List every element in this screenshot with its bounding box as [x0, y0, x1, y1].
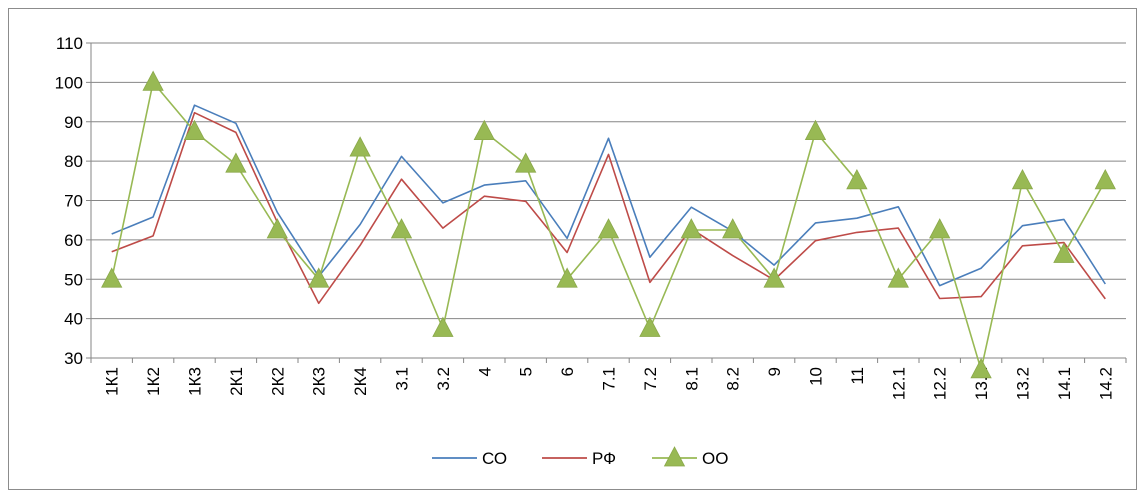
data-point-triangle: [183, 119, 206, 140]
data-point-triangle: [804, 119, 827, 140]
data-point-triangle: [1053, 242, 1075, 263]
y-tick-label: 80: [64, 152, 83, 171]
data-point-triangle: [846, 168, 868, 190]
data-point-triangle: [722, 218, 744, 239]
x-tick-label: 7.1: [600, 367, 619, 391]
data-point-triangle: [680, 218, 702, 239]
x-tick-label: 5: [517, 367, 536, 376]
x-tick-label: 1К3: [186, 367, 205, 396]
data-point-triangle: [142, 70, 164, 91]
x-tick-label: 14.2: [1096, 367, 1115, 400]
data-point-triangle: [639, 316, 661, 337]
data-point-triangle: [887, 267, 909, 288]
x-tick-label: 10: [807, 367, 826, 386]
gridlines: [91, 42, 1126, 359]
data-point-triangle: [763, 267, 785, 288]
legend-label-3: ОО: [702, 449, 728, 468]
x-tick-label: 4: [475, 367, 494, 376]
legend: СО РФ ОО: [432, 446, 728, 468]
data-point-triangle: [308, 267, 330, 288]
x-tick-label: 14.1: [1055, 367, 1074, 400]
data-point-triangle: [515, 152, 537, 173]
x-tick-label: 2К2: [268, 367, 287, 396]
x-tick-label: 2К1: [227, 367, 246, 396]
y-tick-label: 50: [64, 270, 83, 289]
data-point-triangle: [390, 218, 413, 239]
data-point-triangle: [432, 316, 454, 337]
x-tick-label: 9: [765, 367, 784, 376]
data-point-triangle: [929, 218, 951, 239]
x-tick-label: 1К2: [144, 367, 163, 396]
y-tick-label: 100: [55, 73, 83, 92]
x-tick-label: 1К1: [103, 367, 122, 396]
x-axis: 1К1 1К2 1К3 2К1 2К2 2К3 2К4 3.1 3.2 4 5 6 7.1 7.2 8.1 8…: [90, 358, 1127, 400]
data-point-triangle: [1094, 168, 1116, 190]
x-tick-label: 2К4: [351, 367, 370, 396]
data-point-triangle: [101, 267, 123, 288]
x-tick-label: 12.1: [889, 367, 908, 400]
x-tick-label: 8.2: [724, 367, 743, 391]
chart-frame: [8, 8, 1137, 490]
data-point-triangle: [1011, 168, 1034, 190]
y-tick-label: 110: [56, 34, 83, 53]
x-tick-label: 7.2: [641, 367, 660, 391]
y-tick-label: 70: [64, 192, 83, 211]
x-tick-label: 12.2: [931, 367, 950, 400]
legend-label-1: СО: [482, 449, 507, 468]
data-point-triangle: [225, 152, 247, 173]
y-tick-label: 40: [64, 310, 83, 329]
x-tick-label: 3.1: [393, 367, 412, 391]
x-tick-label: 11: [848, 367, 867, 385]
x-tick-label: 2К3: [310, 367, 329, 396]
x-tick-label: 8.1: [682, 367, 701, 391]
legend-marker-triangle: [663, 446, 686, 467]
data-point-triangle: [266, 218, 288, 239]
x-tick-label: 13.2: [1014, 367, 1033, 400]
y-tick-label: 90: [64, 113, 83, 132]
data-point-triangle: [597, 218, 620, 239]
data-point-triangle: [473, 119, 495, 140]
data-point-triangle: [970, 357, 992, 379]
data-point-triangle: [556, 267, 578, 288]
y-tick-label: 30: [64, 349, 83, 368]
series-line-1: [111, 104, 1106, 287]
x-tick-label: 6: [558, 367, 577, 376]
y-tick-label: 60: [64, 231, 83, 250]
y-axis: 30 40 50 60 70 80 90 100 110: [55, 34, 92, 368]
legend-label-2: РФ: [592, 449, 616, 468]
data-point-triangle: [349, 136, 371, 157]
series-line-2: [111, 111, 1106, 305]
x-tick-label: 3.2: [434, 367, 453, 391]
series-group: [101, 70, 1116, 379]
